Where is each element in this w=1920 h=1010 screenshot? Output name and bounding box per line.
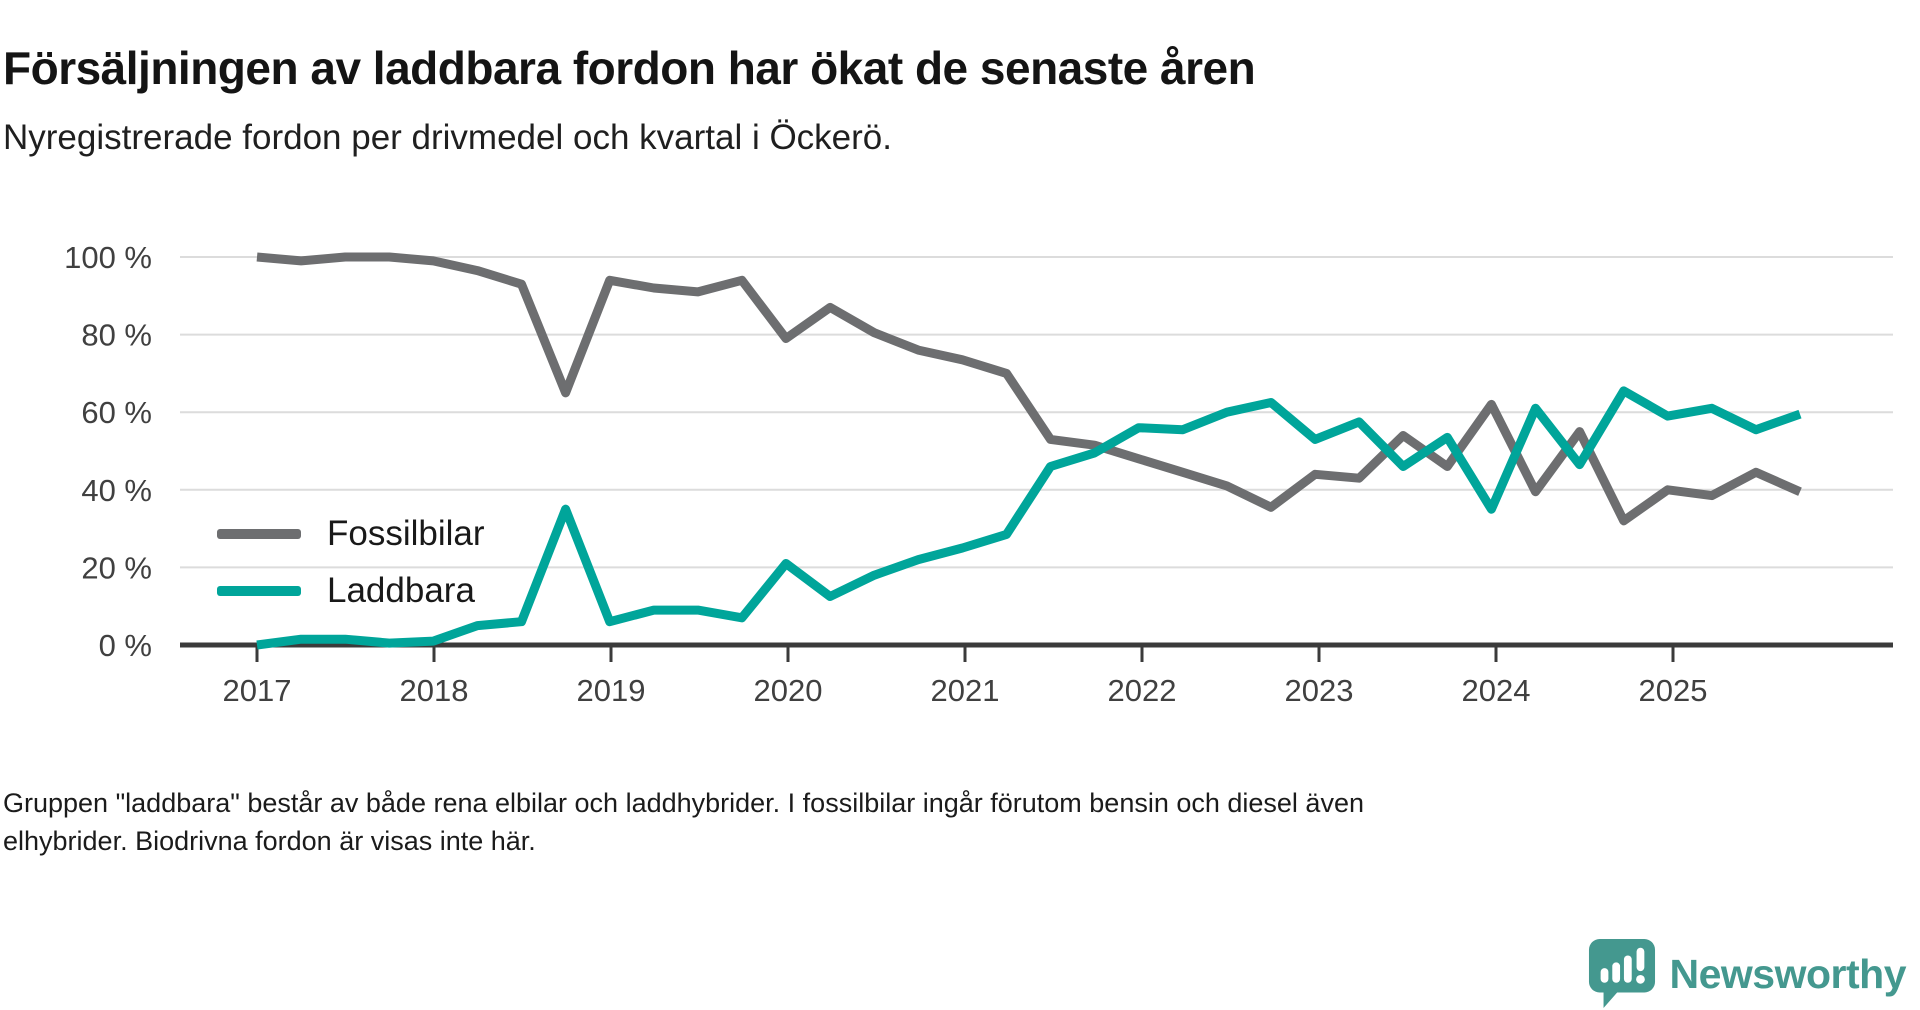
laddbara-line-swatch: [217, 585, 301, 596]
y-axis-tick-label: 80 %: [81, 318, 152, 353]
chart-footnote: Gruppen "laddbara" består av både rena e…: [3, 788, 1364, 856]
x-axis-tick-label: 2017: [223, 673, 292, 708]
x-axis-tick-label: 2023: [1285, 673, 1354, 708]
series-line-fossilbilar: [256, 252, 1802, 526]
x-axis-tick-label: 2018: [400, 673, 469, 708]
legend-item-laddbara: Laddbara: [217, 562, 485, 619]
newsworthy-logo: Newsworthy: [1588, 938, 1907, 1010]
fossilbilar-line-swatch: [217, 528, 301, 539]
x-axis-tick-label: 2021: [931, 673, 1000, 708]
y-axis-tick-label: 20 %: [81, 550, 152, 585]
y-axis-tick-label: 60 %: [81, 395, 152, 430]
y-axis-tick-label: 100 %: [64, 240, 152, 275]
legend-label: Laddbara: [327, 570, 475, 610]
x-axis-tick-label: 2022: [1108, 673, 1177, 708]
x-axis-tick-label: 2024: [1462, 673, 1531, 708]
chart-legend: Fossilbilar Laddbara: [217, 505, 485, 619]
series-line-laddbara: [256, 386, 1802, 650]
x-axis-tick-label: 2020: [754, 673, 823, 708]
x-axis-tick-label: 2019: [577, 673, 646, 708]
y-axis-tick-label: 40 %: [81, 473, 152, 508]
x-axis-tick-label: 2025: [1639, 673, 1708, 708]
speech-bubble-bar-chart-icon: [1588, 939, 1655, 1008]
chart-title: Försäljningen av laddbara fordon har öka…: [3, 41, 1256, 94]
newsworthy-logo-text: Newsworthy: [1669, 950, 1907, 997]
legend-item-fossilbilar: Fossilbilar: [217, 505, 485, 562]
y-axis-tick-label: 0 %: [99, 628, 152, 663]
legend-label: Fossilbilar: [327, 513, 485, 553]
chart-subtitle: Nyregistrerade fordon per drivmedel och …: [3, 118, 892, 157]
